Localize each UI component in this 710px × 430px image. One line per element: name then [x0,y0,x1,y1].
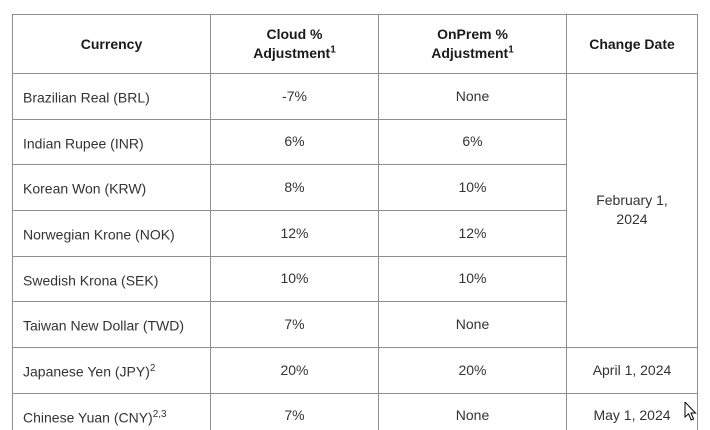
cell-cloud-adjustment: 12% [210,209,379,257]
table-row: Chinese Yuan (CNY)2,3 7% None May 1, 202… [12,392,698,430]
table-row: Taiwan New Dollar (TWD) 7% None [12,301,698,348]
footnote-marker: 2 [149,362,156,374]
cell-onprem-adjustment: 6% [378,118,567,166]
cell-onprem-adjustment: None [378,392,567,430]
cell-cloud-adjustment: -7% [210,73,379,120]
cell-cloud-adjustment: 7% [210,301,379,348]
cell-cloud-adjustment: 6% [210,118,379,166]
table-row: Indian Rupee (INR) 6% 6% [12,118,698,166]
cell-currency: Norwegian Krone (NOK) [12,209,211,257]
cell-change-date-merged: February 1, 2024 [566,73,698,348]
table-row: Korean Won (KRW) 8% 10% [12,164,698,211]
cell-currency: Swedish Krona (SEK) [12,255,211,303]
cell-onprem-adjustment: 20% [378,346,567,394]
header-label: Change Date [589,36,675,52]
cell-cloud-adjustment: 20% [210,346,379,394]
currency-adjustment-table: Currency Cloud % Adjustment1 OnPrem % Ad… [12,14,698,430]
footnote-marker: 2,3 [152,408,167,420]
cell-currency: Brazilian Real (BRL) [12,73,211,120]
cell-currency: Korean Won (KRW) [12,164,211,211]
cell-currency: Indian Rupee (INR) [12,118,211,166]
cell-cloud-adjustment: 10% [210,255,379,303]
header-label: Cloud % Adjustment [253,26,331,61]
footnote-marker: 1 [508,44,514,56]
table-row: Norwegian Krone (NOK) 12% 12% [12,209,698,257]
header-label: Currency [80,36,143,52]
column-header-currency: Currency [12,14,211,74]
cell-onprem-adjustment: 12% [378,209,567,257]
column-header-cloud-adjustment: Cloud % Adjustment1 [210,14,379,74]
mouse-cursor-icon [684,402,697,421]
cell-onprem-adjustment: 10% [378,255,567,303]
table-row: Brazilian Real (BRL) -7% None February 1… [12,73,698,348]
table-row: Swedish Krona (SEK) 10% 10% [12,255,698,303]
cell-cloud-adjustment: 7% [210,392,379,430]
cell-change-date: May 1, 2024 [566,392,698,430]
cell-onprem-adjustment: None [378,301,567,348]
cell-onprem-adjustment: None [378,73,567,120]
cell-cloud-adjustment: 8% [210,164,379,211]
footnote-marker: 1 [330,44,336,56]
table-row: Japanese Yen (JPY)2 20% 20% April 1, 202… [12,346,698,394]
cell-currency: Japanese Yen (JPY)2 [12,346,211,394]
cell-currency: Taiwan New Dollar (TWD) [12,301,211,348]
cell-currency: Chinese Yuan (CNY)2,3 [12,392,211,430]
header-row: Currency Cloud % Adjustment1 OnPrem % Ad… [12,14,698,74]
cell-onprem-adjustment: 10% [378,164,567,211]
column-header-change-date: Change Date [566,14,698,74]
header-label: OnPrem % Adjustment [431,26,509,61]
column-header-onprem-adjustment: OnPrem % Adjustment1 [378,14,567,74]
cell-change-date: April 1, 2024 [566,346,698,394]
